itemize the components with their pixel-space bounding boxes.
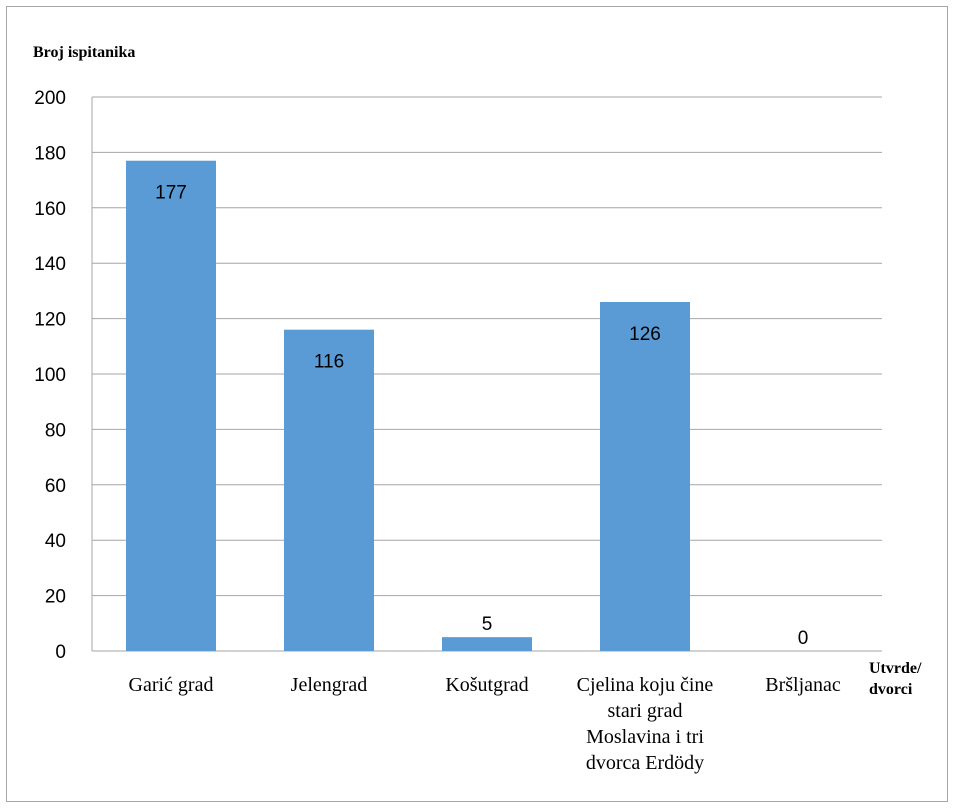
data-label: 0 [798, 628, 809, 649]
data-label: 177 [155, 183, 187, 204]
y-tick-label: 140 [34, 254, 66, 275]
y-tick-label: 200 [34, 88, 66, 109]
bar [126, 160, 216, 651]
bar [442, 637, 532, 651]
x-category-label: Bršljanac [765, 674, 841, 696]
y-axis-title: Broj ispitanika [33, 44, 136, 61]
x-category-label: Cjelina koju čine stari grad Moslavina i… [576, 674, 714, 774]
y-tick-label: 60 [45, 476, 66, 497]
y-tick-label: 40 [45, 531, 66, 552]
y-tick-label: 80 [45, 420, 66, 441]
y-tick-label: 120 [34, 310, 66, 331]
data-label: 5 [482, 614, 493, 635]
y-tick-label: 20 [45, 587, 66, 608]
bar [284, 329, 374, 651]
x-category-label: Jelengrad [290, 674, 368, 696]
data-label: 126 [629, 324, 661, 345]
y-tick-label: 0 [55, 642, 66, 663]
y-tick-label: 180 [34, 143, 66, 164]
data-label: 116 [314, 352, 344, 373]
x-category-label: Garić grad [128, 674, 214, 696]
y-tick-label: 100 [34, 365, 66, 386]
x-axis-title: Utvrde/ dvorci [869, 660, 922, 698]
bar [600, 301, 690, 651]
x-category-label: Košutgrad [445, 674, 529, 696]
y-tick-label: 160 [34, 199, 66, 220]
